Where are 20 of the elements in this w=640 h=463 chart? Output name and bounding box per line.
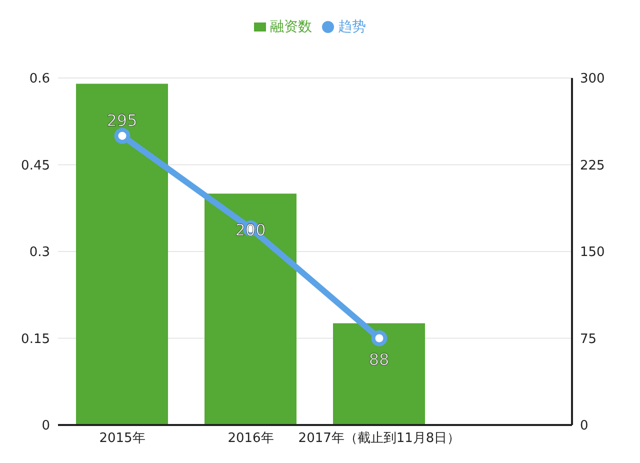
y2-tick-label: 150 bbox=[580, 245, 605, 260]
point bbox=[114, 128, 130, 144]
x-tick-label: 2015年 bbox=[99, 431, 146, 446]
y-tick-label: 0.6 bbox=[29, 72, 50, 87]
y-tick-label: 0.3 bbox=[29, 245, 50, 260]
x-tick-label: 2017年（截止到11月8日） bbox=[298, 431, 460, 446]
y-tick-label: 0.15 bbox=[21, 332, 50, 347]
y-tick-label: 0.45 bbox=[21, 158, 50, 174]
data-label: 88 bbox=[368, 350, 390, 370]
y2-tick-label: 300 bbox=[580, 72, 605, 87]
y2-tick-label: 0 bbox=[580, 418, 588, 434]
point bbox=[371, 330, 388, 346]
y2-tick-label: 75 bbox=[580, 332, 597, 347]
legend-label: 趋势 bbox=[338, 19, 366, 35]
x-tick-label: 2016年 bbox=[228, 431, 274, 446]
y-tick-label: 0 bbox=[42, 418, 50, 434]
legend-label: 融资数 bbox=[270, 19, 312, 35]
bar bbox=[333, 323, 425, 425]
data-label: 295 bbox=[106, 110, 138, 130]
y2-tick-label: 225 bbox=[580, 158, 605, 174]
